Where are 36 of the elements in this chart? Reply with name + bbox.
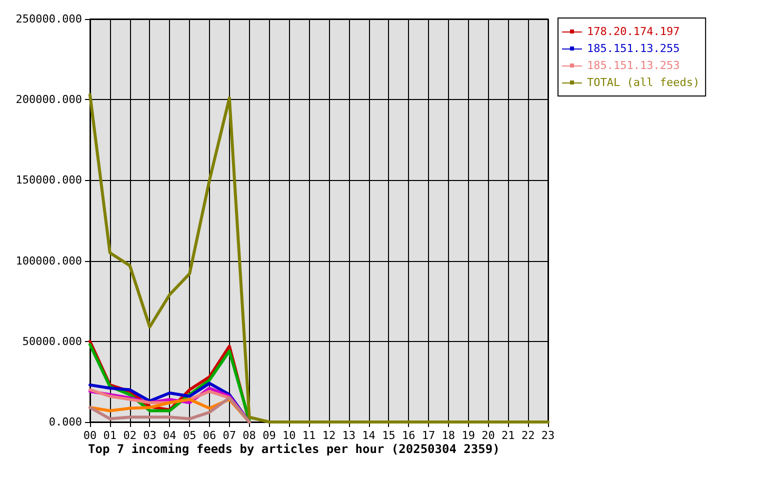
- y-tick-label: 150000.000: [16, 174, 82, 187]
- x-tick-label: 17: [422, 429, 436, 442]
- x-tick-label: 04: [163, 429, 177, 442]
- y-tick-label: 50000.000: [22, 334, 82, 348]
- y-tick-label: 250000.000: [16, 12, 82, 26]
- x-tick-label: 02: [123, 429, 136, 442]
- x-tick-label: 16: [402, 429, 416, 442]
- x-tick-label: 11: [302, 429, 316, 442]
- x-tick-label: 21: [502, 429, 515, 442]
- legend-label: 185.151.13.253: [587, 59, 680, 72]
- line-series: [88, 93, 550, 424]
- x-tick-label: 22: [521, 429, 535, 442]
- x-tick-label: 15: [382, 429, 396, 442]
- x-tick-label: 08: [242, 429, 256, 442]
- x-tick-label: 07: [222, 429, 236, 442]
- x-tick-label: 23: [541, 429, 555, 442]
- x-tick-label: 05: [182, 429, 196, 442]
- x-tick-label: 10: [282, 429, 296, 442]
- x-tick-label: 20: [482, 429, 495, 442]
- legend-label: 185.151.13.255: [587, 42, 680, 55]
- x-tick-label: 06: [202, 429, 216, 442]
- x-tick-label: 18: [442, 429, 456, 442]
- text: Top 7 incoming feeds by articles per hour (20250304 2359): [88, 442, 500, 456]
- x-tick-label: 19: [462, 429, 475, 442]
- y-tick-label: 0.000: [48, 416, 82, 428]
- legend-label: 178.20.174.197: [587, 25, 680, 38]
- legend-label: TOTAL (all feeds): [587, 76, 700, 89]
- x-tick-label: 00: [83, 429, 97, 442]
- x-tick-label: 03: [143, 429, 156, 442]
- x-tick-label: 01: [103, 429, 117, 442]
- x-tick-label: 12: [322, 429, 336, 442]
- x-tick-label: 13: [342, 429, 356, 442]
- y-tick-label: 100000.000: [16, 254, 82, 268]
- y-tick-label: 200000.000: [16, 93, 82, 106]
- x-tick-label: 14: [362, 429, 376, 442]
- x-tick-label: 09: [262, 429, 276, 442]
